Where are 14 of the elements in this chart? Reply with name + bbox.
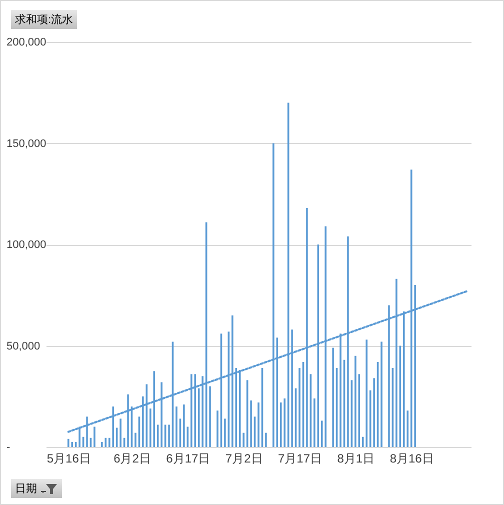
x-axis-title: 日期 (15, 482, 37, 496)
y-tick-label: 100,000 (6, 239, 46, 251)
y-axis-title: 求和项:流水 (11, 10, 78, 29)
y-tick-label: 50,000 (6, 340, 40, 352)
y-tick-label: 200,000 (6, 36, 46, 48)
y-tick-label: 150,000 (6, 138, 46, 150)
x-tick-label: 8月16日 (390, 452, 434, 466)
x-tick-label: 8月1日 (337, 452, 375, 466)
x-tick-label: 5月16日 (46, 452, 91, 466)
x-tick-label: 6月2日 (114, 452, 151, 466)
x-tick-label: 6月17日 (166, 452, 210, 466)
y-tick-label: - (6, 442, 10, 454)
x-tick-label: 7月2日 (225, 452, 263, 466)
x-tick-label: 7月17日 (278, 452, 322, 466)
